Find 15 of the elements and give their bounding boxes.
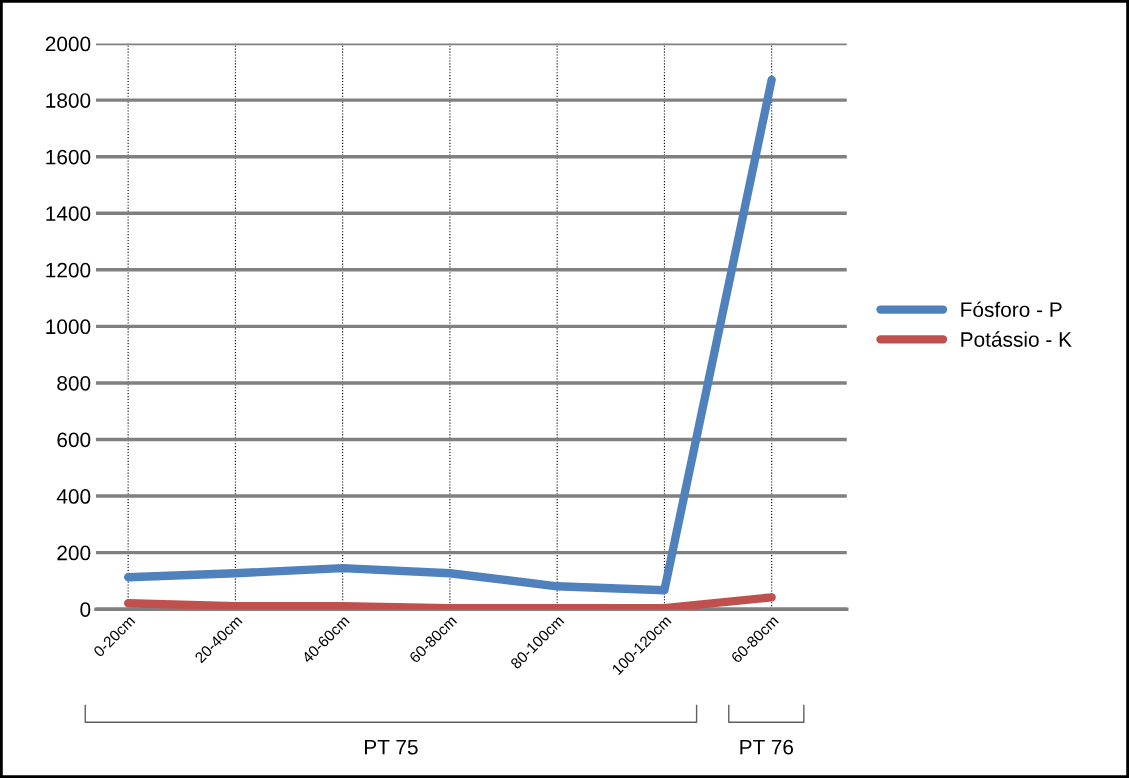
y-tick-label: 1200 xyxy=(46,262,91,278)
y-tick-label: 600 xyxy=(57,432,91,448)
text: PT 75 xyxy=(365,740,418,755)
y-tick-label: 800 xyxy=(57,375,91,391)
y-tick-label: 1800 xyxy=(46,93,91,108)
y-tick-label: 1400 xyxy=(46,206,91,221)
text: PT 76 xyxy=(740,739,793,755)
y-tick-label: 1000 xyxy=(46,319,91,335)
y-tick-label: 200 xyxy=(57,545,91,561)
y-tick-label: 0 xyxy=(80,602,91,617)
y-tick-label: 400 xyxy=(56,489,91,504)
legend-label: Fósforo - P xyxy=(961,301,1062,318)
y-tick-label: 1600 xyxy=(46,149,91,165)
y-tick-label: 2000 xyxy=(45,36,91,52)
legend-label: Potássio - K xyxy=(961,331,1072,347)
